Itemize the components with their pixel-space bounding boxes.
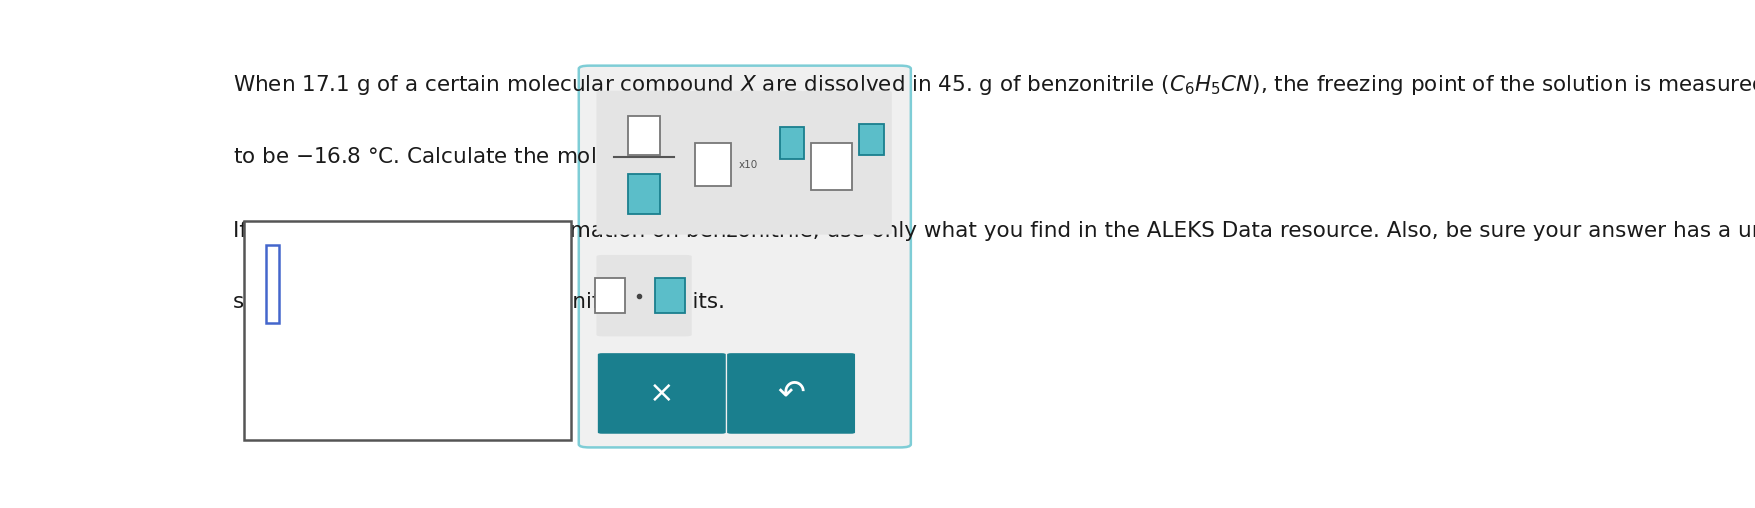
FancyBboxPatch shape bbox=[579, 66, 911, 448]
FancyBboxPatch shape bbox=[265, 245, 279, 323]
Text: When 17.1 g of a certain molecular compound $X$ are dissolved in 45. g of benzon: When 17.1 g of a certain molecular compo… bbox=[233, 73, 1755, 97]
Text: to be $-$16.8 °C. Calculate the molar mass of $X$.: to be $-$16.8 °C. Calculate the molar ma… bbox=[233, 147, 737, 167]
FancyBboxPatch shape bbox=[597, 353, 725, 434]
FancyBboxPatch shape bbox=[628, 116, 660, 155]
FancyBboxPatch shape bbox=[628, 174, 660, 213]
Text: symbol, and is rounded to 2 significant digits.: symbol, and is rounded to 2 significant … bbox=[233, 292, 725, 312]
FancyBboxPatch shape bbox=[858, 123, 883, 155]
Text: ↶: ↶ bbox=[777, 377, 804, 410]
FancyBboxPatch shape bbox=[597, 91, 691, 235]
FancyBboxPatch shape bbox=[655, 278, 684, 313]
FancyBboxPatch shape bbox=[695, 143, 730, 186]
FancyBboxPatch shape bbox=[690, 91, 802, 235]
FancyBboxPatch shape bbox=[779, 128, 804, 158]
Text: ×: × bbox=[649, 379, 674, 408]
FancyBboxPatch shape bbox=[595, 278, 625, 313]
FancyBboxPatch shape bbox=[811, 143, 851, 190]
FancyBboxPatch shape bbox=[597, 255, 691, 336]
Text: If you need any additional information on benzonitrile, use only what you find i: If you need any additional information o… bbox=[233, 221, 1755, 241]
FancyBboxPatch shape bbox=[727, 353, 855, 434]
FancyBboxPatch shape bbox=[244, 221, 570, 440]
Text: x10: x10 bbox=[739, 160, 758, 170]
FancyBboxPatch shape bbox=[802, 91, 892, 235]
